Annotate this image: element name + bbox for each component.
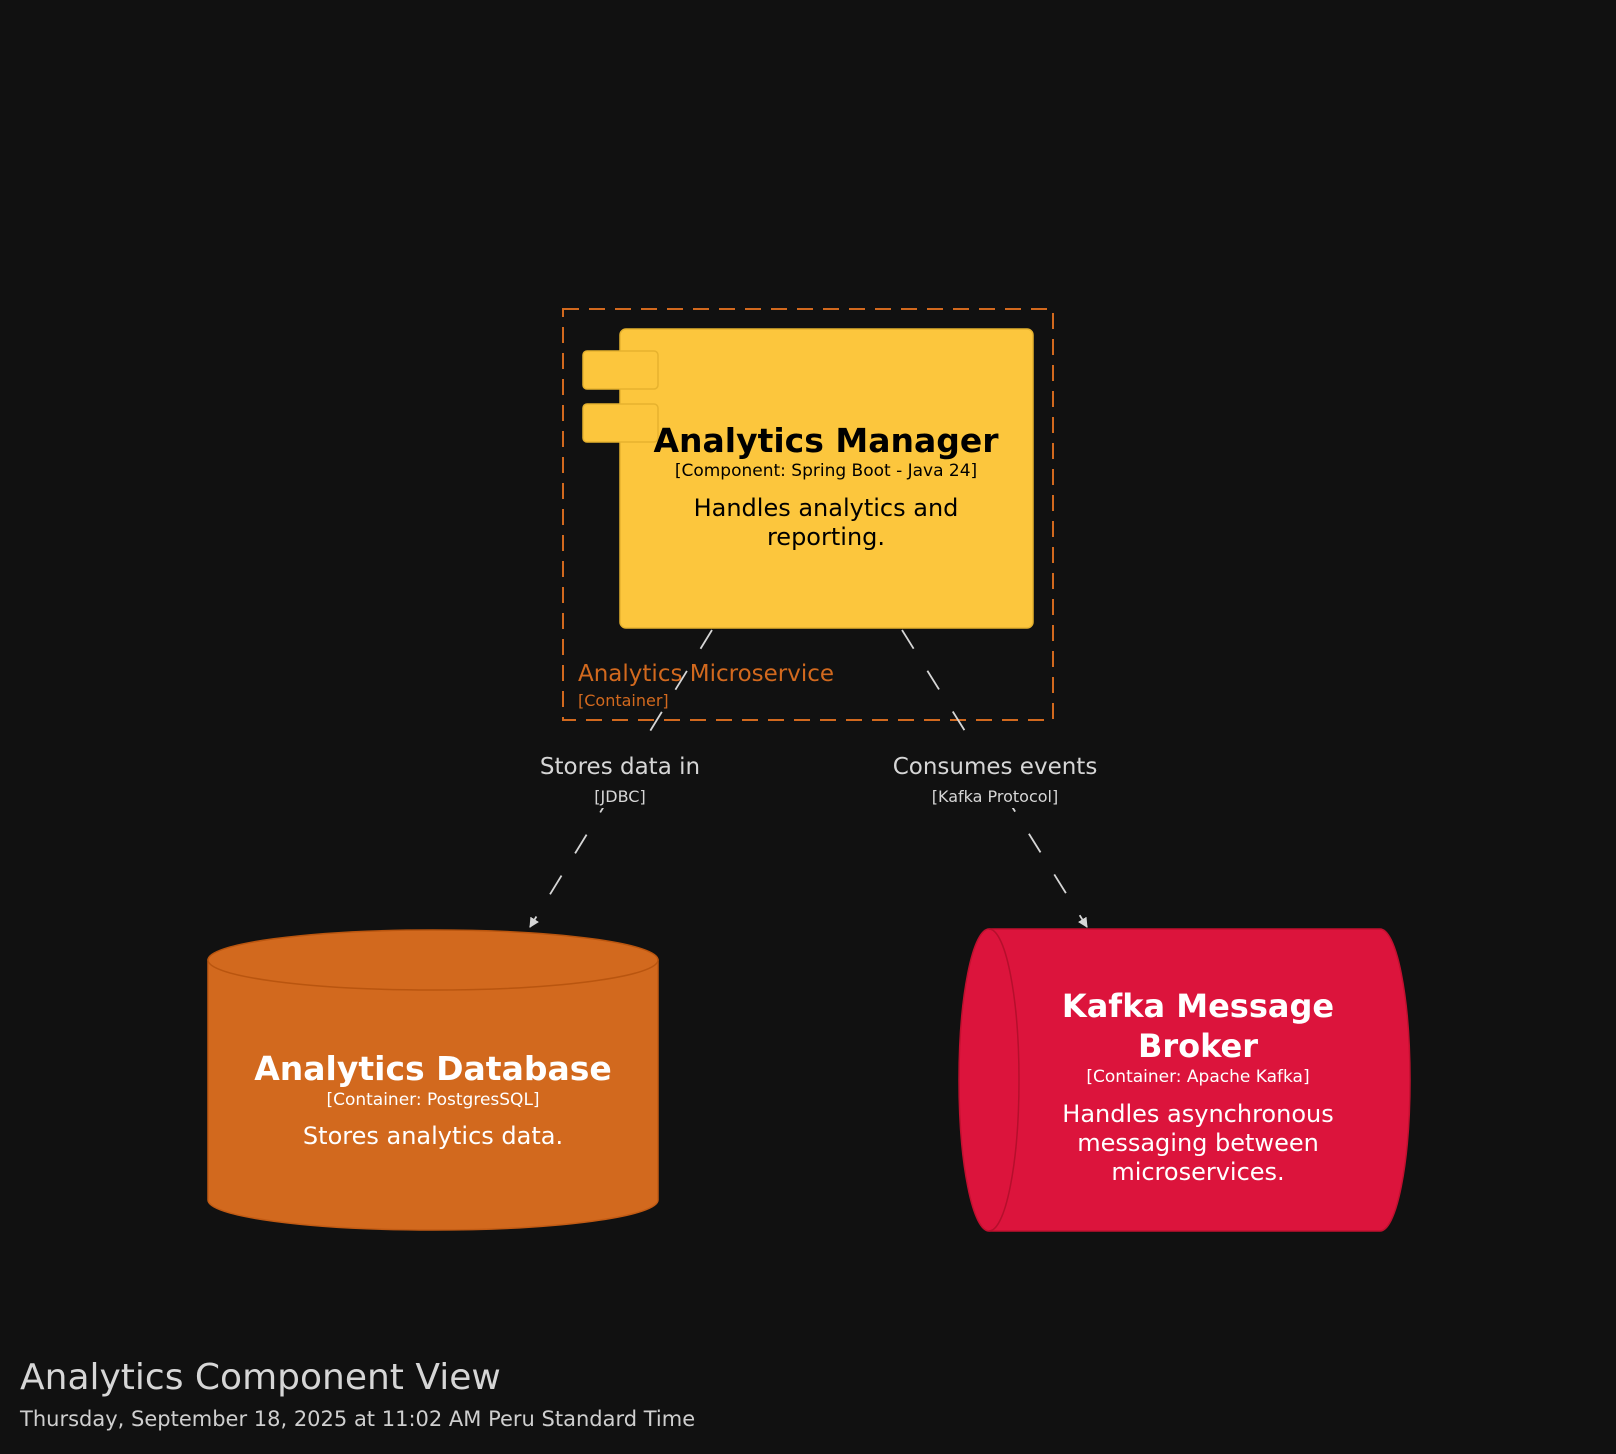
container-boundary[interactable]: Analytics Microservice [Container]: [562, 308, 1054, 721]
queue-description-line-1: Handles asynchronous: [1062, 1100, 1333, 1128]
queue-description-line-2: messaging between: [1077, 1129, 1319, 1157]
relationship-technology: [Kafka Protocol]: [932, 787, 1058, 806]
boundary-type: [Container]: [578, 691, 669, 710]
relationship-consumes-events[interactable]: Consumes events [Kafka Protocol]: [893, 629, 1098, 928]
database-analytics-database[interactable]: Analytics Database [Container: PostgresS…: [207, 929, 659, 1231]
queue-description-line-3: microservices.: [1111, 1158, 1284, 1186]
component-description-line-1: Handles analytics and: [694, 494, 959, 522]
diagram-date: Thursday, September 18, 2025 at 11:02 AM…: [20, 1407, 696, 1431]
database-cylinder-icon: [207, 929, 659, 1231]
relationship-line: [529, 629, 713, 928]
queue-technology: [Container: Apache Kafka]: [1086, 1067, 1309, 1087]
component-name: Analytics Manager: [653, 421, 999, 460]
relationship-label: Consumes events: [893, 754, 1098, 780]
relationship-technology: [JDBC]: [594, 787, 645, 806]
database-technology: [Container: PostgresSQL]: [326, 1090, 539, 1110]
relationship-label-backdrop: [893, 750, 1097, 808]
database-name: Analytics Database: [254, 1049, 612, 1088]
boundary-frame: [562, 308, 1054, 721]
relationship-stores-data[interactable]: Stores data in [JDBC]: [529, 629, 713, 928]
database-description: Stores analytics data.: [303, 1122, 563, 1150]
component-analytics-manager[interactable]: Analytics Manager [Component: Spring Boo…: [582, 328, 1034, 629]
queue-name-line-2: Broker: [1138, 1027, 1258, 1065]
relationship-label-backdrop: [538, 750, 702, 808]
diagram-footer: Analytics Component View Thursday, Septe…: [20, 1356, 1020, 1434]
component-technology: [Component: Spring Boot - Java 24]: [675, 461, 977, 481]
relationship-line: [901, 629, 1088, 928]
queue-kafka-message-broker[interactable]: Kafka Message Broker [Container: Apache …: [958, 928, 1411, 1232]
component-description-line-2: reporting.: [767, 523, 885, 551]
relationship-label: Stores data in: [540, 754, 700, 780]
component-body: [619, 328, 1034, 629]
boundary-name: Analytics Microservice: [578, 661, 834, 687]
queue-cylinder-icon: [958, 928, 1411, 1232]
queue-name-line-1: Kafka Message: [1062, 987, 1334, 1025]
component-icon: [582, 350, 659, 443]
diagram-title: Analytics Component View: [20, 1357, 501, 1398]
